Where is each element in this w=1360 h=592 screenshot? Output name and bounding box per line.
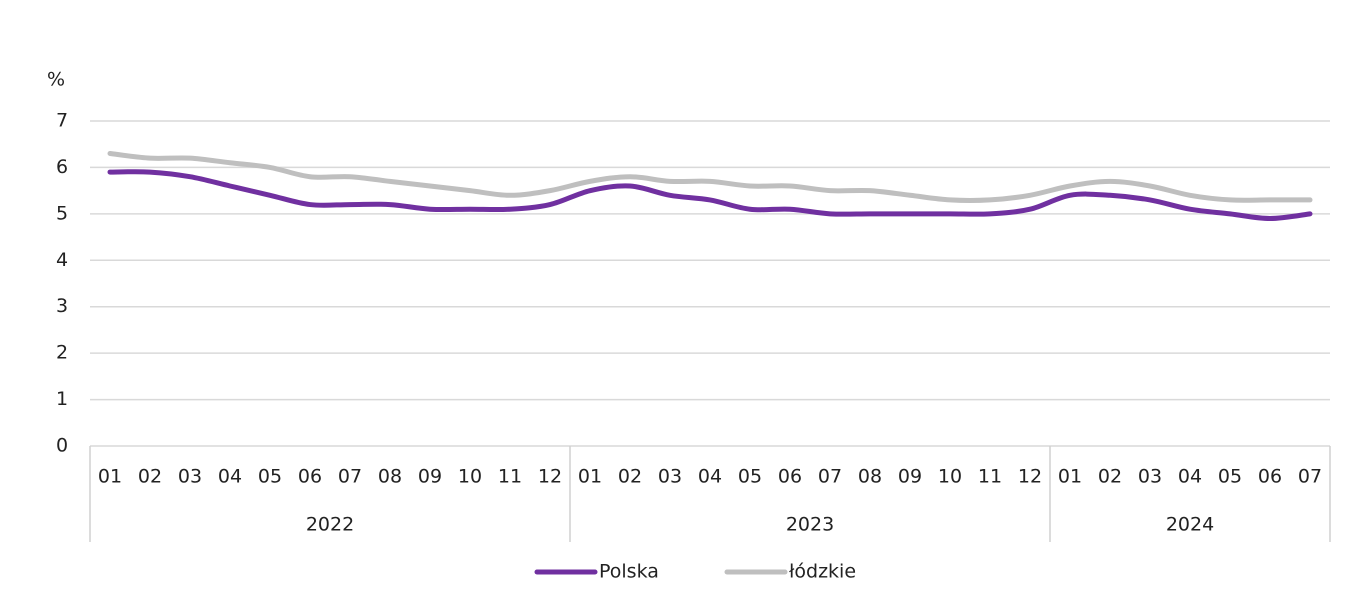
x-tick-label: 09	[898, 466, 922, 488]
x-tick-label: 12	[1018, 466, 1042, 488]
x-tick-label: 10	[458, 466, 482, 488]
y-tick-label: 5	[56, 202, 68, 224]
x-tick-label: 12	[538, 466, 562, 488]
y-tick-label: 7	[56, 110, 68, 132]
group-label: 2024	[1166, 514, 1214, 536]
y-tick-label: 1	[56, 388, 68, 410]
x-tick-label: 03	[178, 466, 202, 488]
y-tick-label: 3	[56, 295, 68, 317]
x-tick-label: 07	[818, 466, 842, 488]
y-unit-label: %	[47, 69, 65, 91]
x-tick-label: 02	[618, 466, 642, 488]
x-tick-label: 06	[298, 466, 322, 488]
x-tick-label: 08	[858, 466, 882, 488]
x-tick-label: 04	[1178, 466, 1202, 488]
x-tick-label: 05	[1218, 466, 1242, 488]
x-tick-label: 10	[938, 466, 962, 488]
x-tick-label: 07	[338, 466, 362, 488]
x-tick-label: 01	[578, 466, 602, 488]
x-tick-label: 03	[1138, 466, 1162, 488]
y-tick-label: 2	[56, 342, 68, 364]
legend-label: łódzkie	[789, 561, 856, 583]
series-line	[107, 169, 1313, 221]
x-tick-label: 04	[218, 466, 242, 488]
x-tick-label: 05	[738, 466, 762, 488]
group-label: 2023	[786, 514, 834, 536]
x-tick-label: 06	[1258, 466, 1282, 488]
group-label: 2022	[306, 514, 354, 536]
x-tick-label: 11	[498, 466, 522, 488]
x-tick-label: 01	[98, 466, 122, 488]
series-line	[107, 151, 1313, 204]
x-tick-label: 05	[258, 466, 282, 488]
x-tick-label: 03	[658, 466, 682, 488]
legend-label: Polska	[599, 561, 659, 583]
x-tick-label: 02	[1098, 466, 1122, 488]
x-tick-label: 02	[138, 466, 162, 488]
x-tick-label: 09	[418, 466, 442, 488]
x-tick-label: 06	[778, 466, 802, 488]
y-tick-label: 4	[56, 249, 68, 271]
x-tick-label: 04	[698, 466, 722, 488]
x-tick-label: 08	[378, 466, 402, 488]
x-tick-label: 07	[1298, 466, 1322, 488]
x-tick-label: 11	[978, 466, 1002, 488]
x-tick-label: 01	[1058, 466, 1082, 488]
y-tick-label: 6	[56, 156, 68, 178]
y-tick-label: 0	[56, 435, 68, 457]
